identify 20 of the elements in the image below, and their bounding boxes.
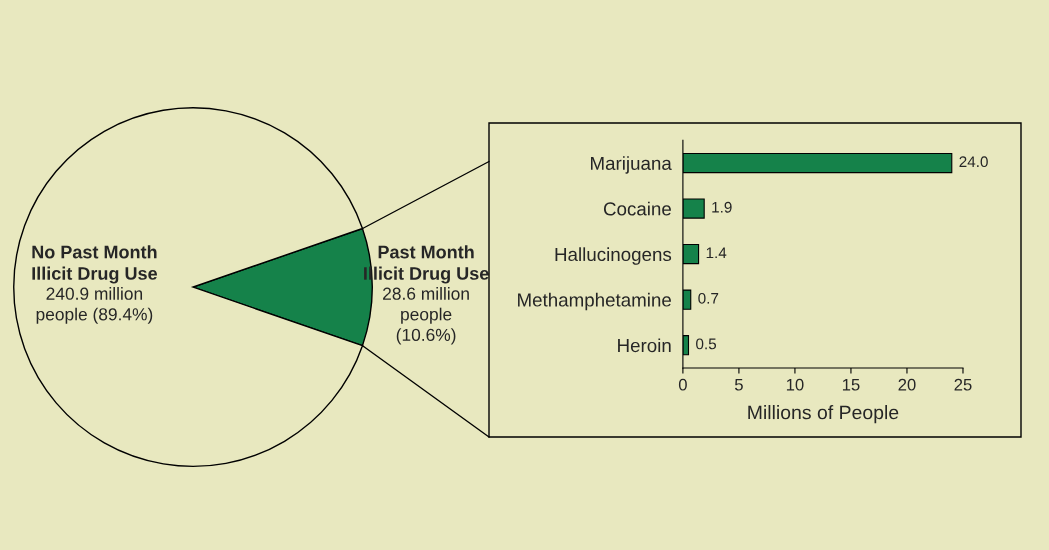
x-tick-label: 0	[678, 378, 687, 391]
x-tick-label: 25	[954, 378, 972, 391]
y-tick-label: Marijuana	[591, 156, 672, 174]
data-label: 1.9	[712, 201, 732, 213]
x-tick-label: 5	[734, 378, 743, 391]
slice-label: No Past Month Illicit Drug Use	[32, 245, 157, 284]
data-label: 24.0	[959, 156, 988, 168]
x-axis-title: Millions of People	[748, 405, 899, 424]
data-label: 0.7	[698, 292, 719, 304]
y-tick-label: Hallucinogens	[555, 247, 672, 265]
data-label: 1.4	[706, 247, 727, 259]
data-label: 0.5	[696, 338, 717, 350]
x-tick-label: 20	[898, 378, 916, 391]
data-label: 240.9 million people (89.4%)	[36, 287, 153, 324]
x-tick-label: 10	[786, 378, 804, 391]
y-tick-label: Methamphetamine	[518, 292, 671, 311]
y-tick-label: Heroin	[618, 338, 671, 353]
y-tick-label: Cocaine	[603, 201, 671, 216]
data-label: 28.6 million people (10.6%)	[383, 287, 469, 345]
x-tick-label: 15	[842, 378, 860, 391]
